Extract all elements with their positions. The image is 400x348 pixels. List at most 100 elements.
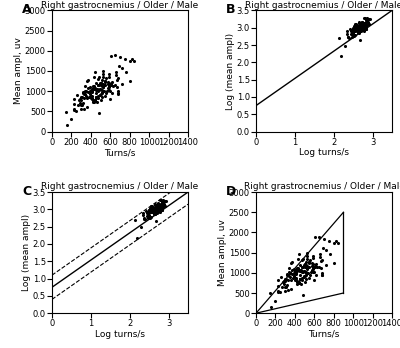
Point	[84, 78, 90, 84]
Point	[151, 211, 158, 217]
Title: Right grastrocnemius / Older / Male: Right grastrocnemius / Older / Male	[244, 182, 400, 191]
Point	[142, 208, 149, 214]
Point	[71, 107, 78, 113]
Point	[309, 260, 316, 266]
Point	[86, 88, 93, 94]
Point	[319, 272, 325, 278]
Point	[162, 198, 168, 204]
Point	[108, 90, 115, 96]
Point	[366, 17, 373, 22]
Point	[162, 198, 169, 204]
Point	[156, 202, 163, 207]
Point	[358, 22, 364, 28]
Point	[358, 22, 364, 28]
Point	[100, 84, 106, 89]
Point	[302, 269, 309, 275]
Point	[152, 207, 158, 213]
Point	[151, 210, 157, 216]
Point	[82, 88, 88, 94]
Point	[144, 212, 151, 217]
Point	[94, 87, 100, 92]
Point	[309, 267, 315, 273]
Point	[115, 88, 122, 94]
Point	[159, 203, 165, 208]
Point	[293, 268, 300, 274]
Point	[154, 207, 160, 213]
Point	[85, 89, 91, 95]
Point	[319, 273, 326, 278]
Point	[155, 202, 161, 208]
Point	[362, 23, 368, 29]
Point	[102, 93, 108, 99]
Point	[347, 32, 354, 37]
Point	[357, 23, 363, 29]
Point	[297, 281, 304, 287]
Point	[90, 86, 97, 92]
Point	[108, 82, 114, 87]
Point	[355, 30, 362, 35]
Point	[149, 207, 155, 213]
Point	[357, 21, 364, 26]
Point	[152, 210, 158, 216]
Point	[304, 250, 310, 255]
Point	[301, 262, 307, 268]
Point	[355, 23, 361, 29]
Point	[282, 288, 288, 293]
Point	[102, 78, 108, 83]
Point	[152, 201, 158, 206]
Point	[309, 263, 315, 269]
Point	[86, 94, 92, 100]
Point	[362, 19, 369, 25]
Point	[148, 207, 154, 212]
Point	[311, 278, 317, 283]
Point	[152, 206, 158, 211]
Point	[352, 27, 358, 32]
Point	[363, 26, 369, 32]
Point	[78, 106, 84, 112]
Point	[158, 204, 164, 210]
Point	[361, 28, 367, 34]
Y-axis label: Log (mean ampl): Log (mean ampl)	[226, 32, 235, 110]
Point	[359, 22, 366, 27]
Point	[113, 69, 120, 75]
Point	[304, 266, 310, 272]
Point	[148, 209, 155, 215]
Point	[356, 29, 362, 34]
Point	[154, 205, 161, 211]
Point	[362, 23, 368, 28]
Point	[312, 235, 318, 240]
Point	[159, 199, 165, 205]
Point	[150, 205, 156, 211]
Point	[298, 268, 304, 274]
Point	[153, 206, 160, 212]
Point	[132, 217, 138, 223]
Point	[291, 273, 298, 278]
Point	[355, 24, 361, 29]
Point	[103, 76, 110, 81]
Point	[152, 209, 158, 214]
Point	[294, 280, 301, 286]
Point	[358, 23, 365, 28]
Point	[89, 96, 95, 101]
Point	[359, 22, 366, 27]
Point	[363, 23, 369, 29]
Point	[302, 259, 309, 264]
Point	[332, 238, 339, 243]
Point	[345, 34, 351, 39]
Point	[159, 197, 166, 203]
Point	[355, 24, 362, 30]
Point	[99, 82, 105, 88]
Point	[281, 282, 287, 287]
Point	[301, 274, 307, 280]
Point	[79, 94, 85, 100]
Point	[327, 251, 334, 256]
Point	[158, 205, 164, 210]
Point	[146, 207, 153, 213]
Point	[357, 23, 364, 29]
Point	[357, 27, 363, 33]
Point	[100, 81, 106, 87]
Point	[98, 77, 105, 83]
Point	[153, 209, 159, 215]
Point	[354, 27, 361, 33]
Point	[150, 208, 156, 213]
